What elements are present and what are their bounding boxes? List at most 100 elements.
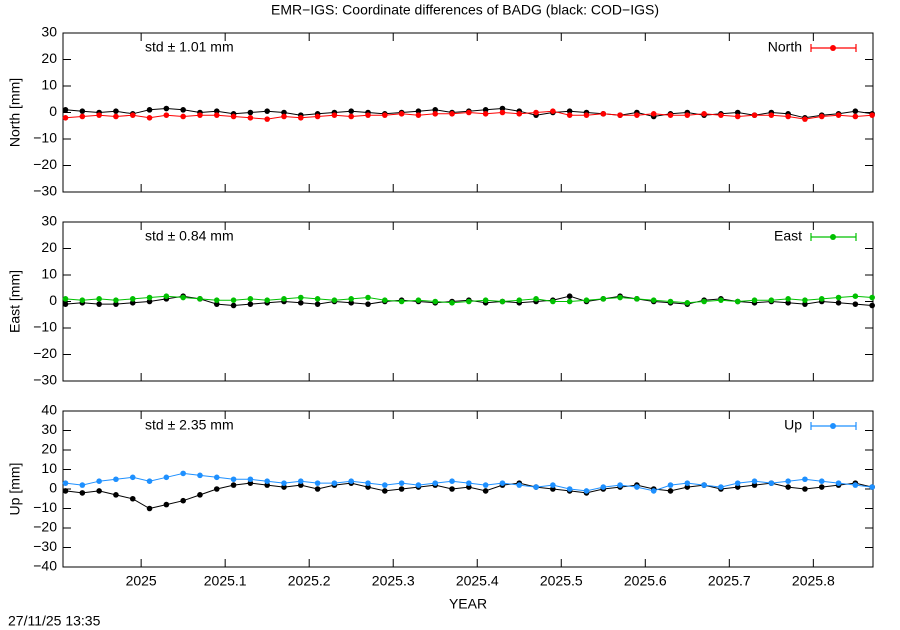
data-point xyxy=(600,296,607,302)
legend-marker xyxy=(830,45,836,51)
data-point xyxy=(281,484,287,490)
data-point xyxy=(247,301,254,307)
data-point xyxy=(146,107,153,113)
data-point xyxy=(852,301,859,307)
data-point xyxy=(701,298,707,305)
data-point xyxy=(297,294,304,301)
data-point xyxy=(163,501,170,508)
data-point xyxy=(785,484,791,490)
data-point xyxy=(634,112,640,118)
y-axis-label: Up [mm] xyxy=(7,463,23,516)
data-point xyxy=(314,480,321,486)
data-point xyxy=(129,300,136,306)
data-point xyxy=(281,480,287,486)
y-tick-label: 30 xyxy=(41,213,57,229)
data-point xyxy=(566,486,573,492)
x-tick-label: 2025 xyxy=(126,573,157,589)
data-point xyxy=(802,297,808,303)
data-point xyxy=(482,297,489,303)
data-point xyxy=(79,482,86,488)
data-point xyxy=(297,115,304,121)
data-point xyxy=(785,113,791,120)
data-point xyxy=(684,480,691,486)
data-point xyxy=(701,482,707,488)
data-point xyxy=(566,108,573,114)
data-point xyxy=(398,298,405,305)
data-point xyxy=(382,112,388,118)
data-point xyxy=(331,112,338,118)
data-point xyxy=(785,296,791,302)
data-point xyxy=(482,482,489,488)
y-tick-label: −10 xyxy=(33,319,57,335)
data-point xyxy=(129,495,136,502)
std-annotation: std ± 1.01 mm xyxy=(145,39,234,55)
data-point xyxy=(751,482,758,488)
data-point xyxy=(247,476,254,483)
data-point xyxy=(684,300,691,306)
data-point xyxy=(802,476,808,483)
data-point xyxy=(869,484,875,490)
data-point xyxy=(516,297,523,303)
data-point xyxy=(466,480,472,486)
data-point xyxy=(751,478,758,485)
data-point xyxy=(348,108,355,114)
data-point xyxy=(667,482,674,488)
y-tick-label: −20 xyxy=(33,519,57,535)
data-point xyxy=(129,296,136,302)
data-point xyxy=(146,298,153,305)
data-point xyxy=(398,480,405,486)
y-tick-label: −10 xyxy=(33,130,57,146)
data-point xyxy=(197,296,203,302)
data-point xyxy=(79,108,86,114)
data-point xyxy=(62,115,69,121)
data-point xyxy=(415,297,422,303)
data-point xyxy=(566,112,573,118)
y-tick-label: −20 xyxy=(33,345,57,361)
data-point xyxy=(146,478,153,485)
data-point xyxy=(734,480,741,486)
data-point xyxy=(197,472,203,479)
data-point xyxy=(583,488,590,494)
data-point xyxy=(297,478,304,485)
data-point xyxy=(785,300,791,306)
data-point xyxy=(432,480,439,486)
data-point xyxy=(163,105,170,112)
x-tick-label: 2025.7 xyxy=(708,573,751,589)
y-tick-label: 40 xyxy=(41,402,57,418)
data-point xyxy=(482,111,489,117)
data-point xyxy=(869,112,875,118)
y-tick-label: 0 xyxy=(49,292,57,308)
legend-marker xyxy=(830,423,836,429)
data-point xyxy=(382,297,388,303)
data-point xyxy=(634,296,640,302)
data-point xyxy=(230,113,237,120)
data-point xyxy=(213,301,220,307)
data-point xyxy=(818,484,825,490)
data-point xyxy=(180,113,186,120)
data-point xyxy=(180,107,186,113)
data-point xyxy=(180,497,186,504)
data-point xyxy=(281,296,287,302)
data-point xyxy=(96,112,102,118)
data-point xyxy=(348,478,355,485)
x-tick-label: 2025.2 xyxy=(288,573,331,589)
y-tick-label: 20 xyxy=(41,50,57,66)
data-point xyxy=(617,482,623,488)
data-point xyxy=(129,474,136,481)
data-point xyxy=(449,111,455,117)
x-axis-label: YEAR xyxy=(449,596,487,612)
data-point xyxy=(818,478,825,485)
y-axis-label: North [mm] xyxy=(7,78,23,147)
data-point xyxy=(96,488,102,494)
data-point xyxy=(230,482,237,488)
data-point xyxy=(650,297,657,303)
data-point xyxy=(802,301,808,307)
data-point xyxy=(684,112,691,118)
data-point xyxy=(718,484,724,490)
timestamp: 27/11/25 13:35 xyxy=(8,613,101,629)
data-point xyxy=(113,108,119,114)
data-point xyxy=(684,484,691,490)
y-tick-label: 10 xyxy=(41,460,57,476)
data-point xyxy=(382,482,388,488)
legend-label: Up xyxy=(784,417,802,433)
